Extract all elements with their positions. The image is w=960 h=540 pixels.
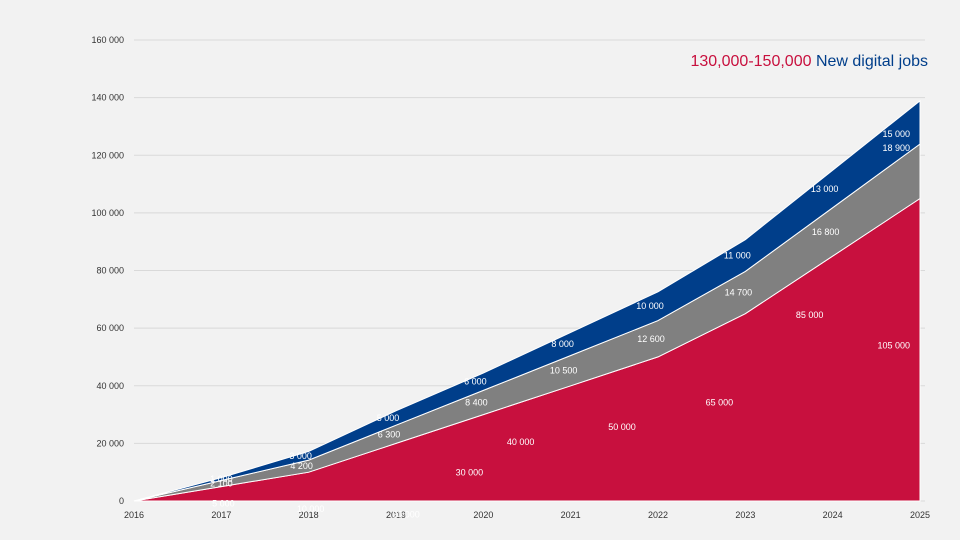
data-label-series-1: 105 000 [877,340,910,350]
data-label-series-1: 10 000 [297,504,325,514]
data-label-series-3: 6 000 [464,377,487,387]
data-label-series-1: 65 000 [706,398,734,408]
y-tick-label: 60 000 [96,323,124,333]
y-tick-label: 80 000 [96,266,124,276]
chart-title: 130,000-150,000 New digital jobs [690,53,928,71]
data-label-series-2: 2 100 [210,479,233,489]
data-label-series-3: 13 000 [811,184,839,194]
x-tick-label: 2020 [473,510,493,520]
x-tick-label: 2024 [823,510,843,520]
data-label-series-2: 4 200 [290,461,313,471]
data-label-series-2: 14 700 [725,288,753,298]
data-label-series-2: 18 900 [882,143,910,153]
data-label-series-1: 50 000 [608,422,636,432]
data-label-series-1: 20 000 [392,509,420,519]
data-label-series-1: 5 000 [212,499,235,509]
data-label-series-3: 5 000 [377,413,400,423]
data-label-series-3: 15 000 [882,129,910,139]
y-tick-label: 160 000 [91,35,124,45]
data-label-series-3: 3 000 [289,451,312,461]
data-label-series-3: 10 000 [636,301,664,311]
data-label-series-3: 1 000 [210,474,233,484]
axis-tick-labels: 0 20 000 40 000 60 000 80 000 100 000 120 000 1… [91,35,930,520]
x-tick-label: 2022 [648,510,668,520]
data-label-series-2: 10 500 [550,366,578,376]
data-label-series-2: 8 400 [465,397,488,407]
data-label-series-1: 85 000 [796,310,824,320]
y-tick-label: 0 [119,496,124,506]
x-tick-label: 2023 [735,510,755,520]
x-tick-label: 2016 [124,510,144,520]
x-tick-label: 2017 [211,510,231,520]
y-tick-label: 100 000 [91,208,124,218]
y-tick-label: 20 000 [96,438,124,448]
area-series-3 [133,99,921,502]
x-tick-label: 2021 [561,510,581,520]
data-label-series-2: 6 300 [378,429,401,439]
x-tick-label: 2019 [386,510,406,520]
data-label-series-1: 30 000 [456,468,484,478]
x-tick-label: 2025 [910,510,930,520]
data-label-series-3: 8 000 [551,339,574,349]
y-tick-label: 40 000 [96,381,124,391]
data-label-series-1: 40 000 [507,437,535,447]
chart-title-text: New digital jobs [815,53,928,70]
data-labels: 5 000 10 000 20 000 30 000 40 000 50 000 65 00… [210,129,910,520]
gridlines [134,39,925,502]
data-label-series-2: 16 800 [812,227,840,237]
area-series [133,99,921,502]
y-tick-label: 120 000 [91,150,124,160]
y-tick-label: 140 000 [91,93,124,103]
data-label-series-2: 12 600 [637,334,665,344]
chart-title-range: 130,000-150,000 [690,53,812,70]
x-tick-label: 2018 [299,510,319,520]
data-label-series-3: 11 000 [724,251,751,261]
